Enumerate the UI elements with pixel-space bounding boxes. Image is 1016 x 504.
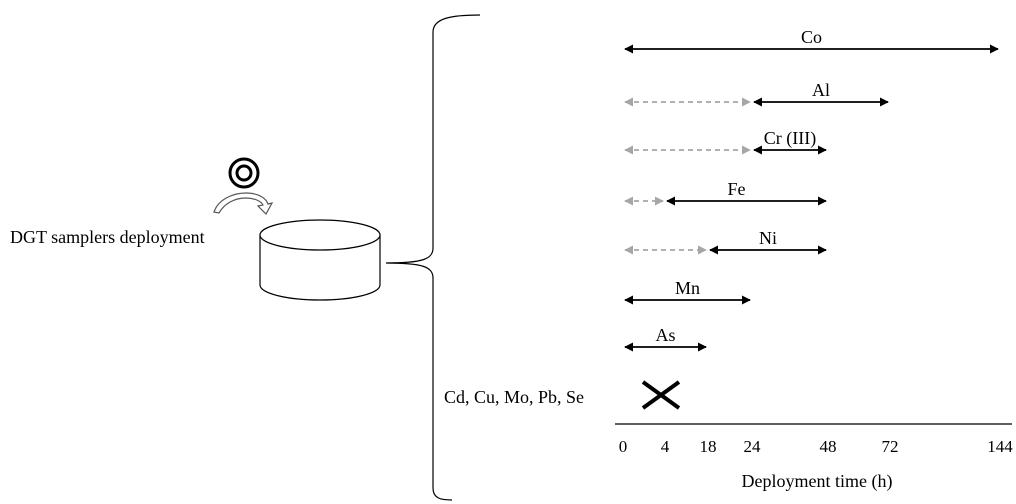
element-row-co: Co — [624, 27, 999, 54]
element-time-ranges: Co Al Cr (III) Fe Ni Mn As — [624, 27, 999, 352]
excluded-elements-label: Cd, Cu, Mo, Pb, Se — [444, 387, 584, 407]
curved-arrow-icon — [213, 192, 274, 215]
brace-icon — [385, 14, 481, 501]
tick-label: 48 — [820, 437, 837, 456]
element-row-mn: Mn — [624, 278, 751, 305]
element-row-as: As — [624, 325, 707, 352]
element-row-ni: Ni — [624, 228, 827, 255]
deployment-label: DGT samplers deployment — [10, 227, 205, 247]
cross-icon — [641, 380, 681, 410]
tick-label: 144 — [987, 437, 1013, 456]
tick-label: 4 — [661, 437, 670, 456]
element-row-al: Al — [624, 80, 889, 107]
tick-label: 24 — [744, 437, 762, 456]
tick-label: 0 — [619, 437, 628, 456]
target-icon — [228, 157, 260, 189]
element-label: Fe — [728, 179, 746, 199]
element-label: As — [655, 325, 675, 345]
tick-label: 18 — [700, 437, 717, 456]
element-label: Ni — [759, 228, 777, 248]
element-label: Cr (III) — [764, 128, 816, 149]
time-axis-ticks: 0 4 18 24 48 72 144 — [619, 437, 1014, 456]
tick-label: 72 — [882, 437, 899, 456]
axis-label: Deployment time (h) — [742, 471, 893, 492]
container-cylinder-icon — [259, 219, 381, 301]
element-label: Al — [812, 80, 830, 100]
element-label: Mn — [675, 278, 700, 298]
element-row-fe: Fe — [624, 179, 827, 206]
element-label: Co — [801, 27, 822, 47]
element-row-cr-iii: Cr (III) — [624, 128, 827, 155]
